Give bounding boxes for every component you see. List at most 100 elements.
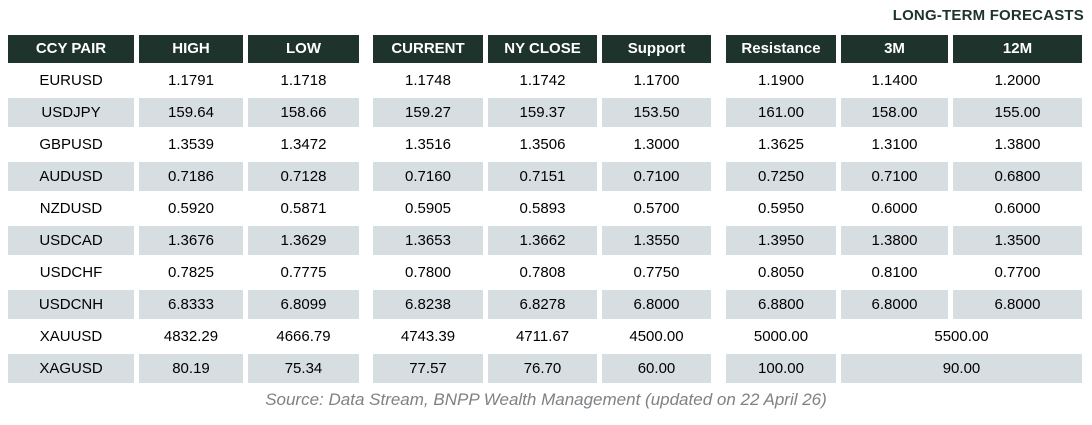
- value-cell: 80.19: [139, 354, 243, 383]
- value-cell: 0.6800: [953, 162, 1082, 191]
- value-cell: 1.3653: [373, 226, 483, 255]
- ccy-pair-cell: EURUSD: [39, 72, 103, 89]
- value-cell: 4500.00: [629, 328, 684, 345]
- value-cell: 0.7250: [726, 162, 836, 191]
- header-cell-12m: 12M: [953, 35, 1082, 63]
- value-cell: 0.7186: [139, 162, 243, 191]
- value-cell: 0.5700: [633, 200, 680, 217]
- value-cell: 4666.79: [276, 328, 331, 345]
- value-cell: 0.7700: [994, 264, 1041, 281]
- value-cell: 1.1742: [519, 72, 566, 89]
- value-cell: 1.3516: [405, 136, 451, 153]
- value-cell: 1.3500: [953, 226, 1082, 255]
- value-cell: 0.5893: [519, 200, 566, 217]
- ccy-pair-cell: NZDUSD: [39, 200, 103, 217]
- value-cell: 60.00: [602, 354, 711, 383]
- table-row-usdcnh: USDCNH 6.8333 6.8099 6.8238 6.8278 6.8000 6.88…: [8, 290, 1082, 319]
- value-cell: 0.7128: [248, 162, 359, 191]
- value-cell: 1.3662: [488, 226, 597, 255]
- value-cell: 1.3800: [994, 136, 1041, 153]
- value-cell: 159.37: [488, 98, 597, 127]
- table-header-row: CCY PAIR HIGH LOW CURRENT NY CLOSE Support Res…: [8, 35, 1082, 63]
- table-row-usdchf: USDCHF 0.7825 0.7775 0.7800 0.7808 0.7750 0.80…: [8, 258, 1082, 287]
- value-cell: 1.2000: [994, 72, 1041, 89]
- value-cell: 6.8800: [726, 290, 836, 319]
- value-cell: 1.3100: [871, 136, 918, 153]
- value-cell: 77.57: [373, 354, 483, 383]
- value-cell: 6.8099: [248, 290, 359, 319]
- value-cell: 159.64: [139, 98, 243, 127]
- table-row-nzdusd: NZDUSD 0.5920 0.5871 0.5905 0.5893 0.5700 0.59…: [8, 194, 1082, 223]
- value-cell: 1.3000: [633, 136, 680, 153]
- table-row-gbpusd: GBPUSD 1.3539 1.3472 1.3516 1.3506 1.3000 1.36…: [8, 130, 1082, 159]
- value-cell: 0.5920: [168, 200, 214, 217]
- ccy-pair-cell: AUDUSD: [8, 162, 134, 191]
- value-cell: 0.5871: [280, 200, 327, 217]
- long-term-forecasts-title: LONG-TERM FORECASTS: [892, 7, 1084, 24]
- value-cell: 6.8333: [139, 290, 243, 319]
- value-cell: 6.8000: [953, 290, 1082, 319]
- value-cell: 0.7825: [168, 264, 214, 281]
- value-cell: 0.5905: [405, 200, 451, 217]
- header-cell-ny-close: NY CLOSE: [488, 35, 597, 63]
- value-cell: 0.7160: [373, 162, 483, 191]
- value-cell: 1.3625: [758, 136, 804, 153]
- value-cell: 0.7151: [488, 162, 597, 191]
- table-body: EURUSD 1.1791 1.1718 1.1748 1.1742 1.1700 1.19…: [8, 66, 1082, 383]
- value-cell: 0.5950: [758, 200, 804, 217]
- ccy-pair-cell: XAUUSD: [39, 328, 103, 345]
- header-cell-current: CURRENT: [373, 35, 483, 63]
- value-cell: 5000.00: [753, 328, 809, 345]
- value-cell: 1.3550: [602, 226, 711, 255]
- value-cell: 6.8000: [841, 290, 948, 319]
- value-cell: 1.1791: [168, 72, 214, 89]
- value-cell: 0.6000: [994, 200, 1041, 217]
- value-cell: 161.00: [726, 98, 836, 127]
- table-row-xauusd: XAUUSD 4832.29 4666.79 4743.39 4711.67 4500.0…: [8, 322, 1082, 351]
- header-cell-resistance: Resistance: [726, 35, 836, 63]
- header-cell-high: HIGH: [139, 35, 243, 63]
- header-cell-support: Support: [602, 35, 711, 63]
- value-cell: 1.3539: [168, 136, 214, 153]
- ccy-pair-cell: USDCNH: [8, 290, 134, 319]
- value-cell: 0.7808: [519, 264, 566, 281]
- value-cell: 76.70: [488, 354, 597, 383]
- value-cell: 0.8100: [871, 264, 918, 281]
- value-cell: 75.34: [248, 354, 359, 383]
- value-cell: 1.1900: [758, 72, 804, 89]
- value-cell: 0.6000: [871, 200, 918, 217]
- value-cell: 100.00: [726, 354, 836, 383]
- value-cell: 155.00: [953, 98, 1082, 127]
- value-cell: 4832.29: [163, 328, 219, 345]
- ccy-pair-cell: GBPUSD: [39, 136, 103, 153]
- value-cell: 0.7750: [633, 264, 680, 281]
- ccy-pair-cell: USDJPY: [8, 98, 134, 127]
- header-cell-3m: 3M: [841, 35, 948, 63]
- value-cell: 0.7100: [602, 162, 711, 191]
- header-cell-low: LOW: [248, 35, 359, 63]
- value-cell: 6.8278: [488, 290, 597, 319]
- value-cell: 1.3676: [139, 226, 243, 255]
- value-cell: 1.3950: [726, 226, 836, 255]
- value-cell: 0.7775: [280, 264, 327, 281]
- value-cell: 6.8238: [373, 290, 483, 319]
- value-cell: 1.3506: [519, 136, 566, 153]
- value-cell: 153.50: [602, 98, 711, 127]
- value-cell: 1.1718: [280, 72, 327, 89]
- table-row-xagusd: XAGUSD 80.19 75.34 77.57 76.70 60.00 100.00 90.…: [8, 354, 1082, 383]
- value-cell: 4743.39: [400, 328, 456, 345]
- value-cell: 1.1700: [633, 72, 680, 89]
- value-cell: 0.7100: [841, 162, 948, 191]
- value-cell: 0.8050: [758, 264, 804, 281]
- value-cell: 1.1748: [405, 72, 451, 89]
- ccy-pair-cell: XAGUSD: [8, 354, 134, 383]
- header-cell-ccy-pair: CCY PAIR: [8, 35, 134, 63]
- value-cell: 158.66: [248, 98, 359, 127]
- merged-forecast-cell: 5500.00: [934, 328, 989, 345]
- table-row-usdjpy: USDJPY 159.64 158.66 159.27 159.37 153.50 161.…: [8, 98, 1082, 127]
- value-cell: 1.1400: [871, 72, 918, 89]
- ccy-pair-cell: USDCAD: [8, 226, 134, 255]
- table-row-audusd: AUDUSD 0.7186 0.7128 0.7160 0.7151 0.7100 0.72…: [8, 162, 1082, 191]
- value-cell: 159.27: [373, 98, 483, 127]
- table-row-usdcad: USDCAD 1.3676 1.3629 1.3653 1.3662 1.3550 1.39…: [8, 226, 1082, 255]
